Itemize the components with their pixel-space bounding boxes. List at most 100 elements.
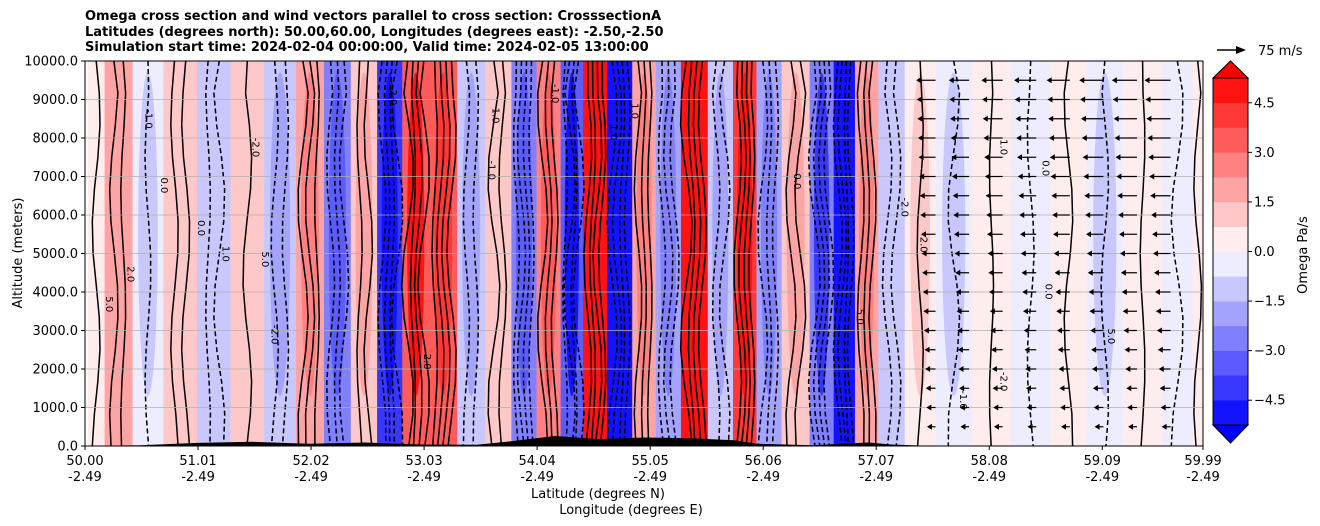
wind-vector-head (953, 212, 959, 218)
wind-vector-head (1144, 77, 1150, 84)
wind-vector-head (1153, 250, 1159, 257)
wind-vector-head (923, 308, 929, 315)
wind-vector-head (1016, 135, 1022, 141)
wind-vector-head (925, 385, 931, 392)
contour-label: 1.0 (489, 108, 500, 124)
wind-vector-head (1151, 212, 1157, 218)
contour-label: -2.0 (898, 198, 909, 218)
omega-band-core (859, 72, 875, 396)
wind-vector-head (1014, 96, 1020, 103)
y-axis-ticks: 0.0 1000.0 2000.0 3000.0 4000.0 5000.0 6000.0 7… (24, 55, 85, 455)
wind-vector-head (1022, 289, 1028, 295)
wind-vector-head (982, 115, 988, 122)
wind-vector-head (959, 385, 965, 392)
y-tick-label: 4000.0 (33, 286, 79, 301)
x-tick-label-lat: 51.01 (179, 454, 216, 469)
wind-vector-head (1154, 289, 1160, 295)
contour-label: -1.0 (957, 390, 968, 410)
wind-vector-head (1094, 423, 1100, 430)
wind-vector-head (1091, 366, 1097, 372)
horizontal-gridlines (85, 61, 1203, 446)
wind-vector-head (917, 135, 923, 141)
wind-vector-head (955, 269, 961, 276)
x-axis-ticks: 50.00-2.4951.01-2.4952.02-2.4953.03-2.49… (66, 446, 1222, 485)
wind-vector-head (985, 192, 991, 199)
wind-vector-head (1117, 192, 1123, 199)
omega-band-core (883, 72, 901, 396)
contour-label: 0.0 (158, 177, 169, 193)
wind-vector-head (1060, 404, 1066, 411)
wind-vector-head (1111, 77, 1117, 84)
wind-vector-head (1048, 115, 1054, 122)
omega-band-core (564, 72, 579, 396)
wind-vector-head (952, 192, 958, 199)
wind-vector-head (1061, 423, 1067, 430)
wind-vector-head (952, 173, 958, 180)
colorbar-tick-label: 4.5 (1254, 96, 1275, 111)
omega-band-core (109, 72, 128, 396)
wind-vector-head (1059, 385, 1065, 392)
wind-vector-head (1015, 115, 1021, 122)
contour-label: 1.0 (220, 246, 231, 262)
omega-band-core (138, 72, 158, 396)
wind-vector-head (960, 423, 966, 430)
wind-vector-head (953, 231, 959, 238)
wind-vector-head (1082, 154, 1088, 161)
colorbar-segment (1213, 201, 1248, 228)
wind-vector-head (1122, 308, 1128, 315)
wind-vector-head (1026, 404, 1032, 411)
wind-vector-head (1055, 289, 1061, 295)
y-tick-label: 7000.0 (33, 170, 79, 185)
contour-label: -2.0 (998, 372, 1009, 392)
colorbar-segment (1213, 177, 1248, 203)
wind-vector-head (1160, 404, 1166, 411)
colorbar-tick-label: 0.0 (1254, 245, 1275, 260)
wind-vector-head (922, 289, 928, 295)
wind-vector-head (1127, 404, 1133, 411)
contour-labels: 0.0 1.0 -1.0 2.0 -2.0 5.0 0.0 1.0 -1.0 2.0 -2.0 5.0… (103, 84, 1116, 410)
contour-label: -1.0 (142, 109, 153, 129)
contour-label: 0.0 (1042, 284, 1053, 300)
wind-vector-head (984, 154, 990, 161)
contour-label: 0.0 (791, 173, 802, 189)
omega-band-core (786, 72, 805, 396)
colorbar-tick-label: 3.0 (1254, 146, 1275, 161)
wind-vector-head (983, 135, 989, 141)
wind-vector-head (920, 212, 926, 218)
colorbar-tick-label: −4.5 (1254, 394, 1286, 409)
contour-label: 1.0 (628, 103, 639, 119)
contour-label: 5.0 (1105, 328, 1116, 344)
y-tick-label: 9000.0 (33, 93, 79, 108)
wind-vector-head (1159, 385, 1165, 392)
contour-label: -2.0 (268, 325, 279, 345)
omega-band-core (515, 72, 533, 396)
wind-vector-head (1121, 289, 1127, 295)
y-tick-label: 10000.0 (24, 55, 78, 70)
y-tick-label: 6000.0 (33, 209, 79, 224)
wind-vector-head (959, 404, 965, 411)
wind-vector-head (1161, 423, 1167, 430)
wind-vector-head (922, 269, 928, 276)
title-line-3: Simulation start time: 2024-02-04 00:00:… (85, 40, 649, 55)
colorbar-segment (1213, 226, 1248, 252)
y-axis-label: Altitude (meters) (11, 198, 26, 309)
wind-vector-head (1157, 346, 1163, 353)
wind-vector-head (919, 173, 925, 180)
omega-band-core (813, 72, 830, 396)
wind-vector-head (1149, 173, 1155, 180)
wind-vector-head (1124, 346, 1130, 353)
wind-vector-head (954, 250, 960, 257)
wind-vector-head (1119, 250, 1125, 257)
omega-band-core (910, 72, 930, 396)
x-tick-label-lat: 52.02 (292, 454, 329, 469)
omega-band-core (355, 72, 373, 396)
contour-label: 0.0 (195, 220, 206, 236)
wind-vector-head (1119, 231, 1125, 238)
wind-vector-head (948, 77, 954, 84)
omega-band-core (611, 72, 628, 396)
colorbar-extend-max (1211, 60, 1250, 79)
x-tick-label-lat: 57.07 (858, 454, 895, 469)
wind-vector-head (920, 231, 926, 238)
contour-label: 2.0 (421, 354, 432, 370)
x-tick-label-lat: 59.09 (1084, 454, 1121, 469)
